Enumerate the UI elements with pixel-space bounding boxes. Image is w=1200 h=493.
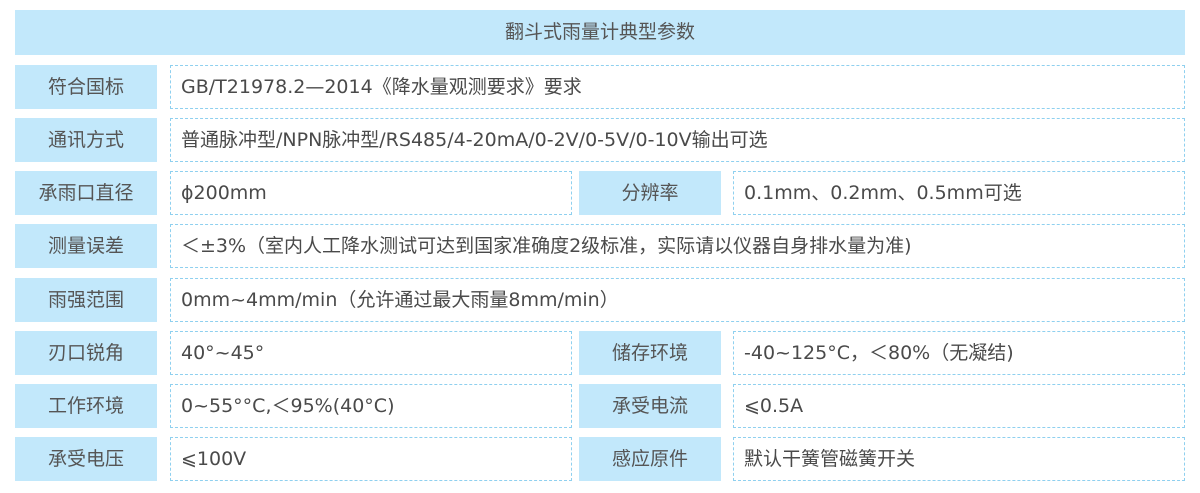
param-label: 雨强范围 — [15, 278, 157, 322]
param-label: 承受电压 — [15, 437, 157, 481]
param-row: 承雨口直径 ϕ200mm 分辨率 0.1mm、0.2mm、0.5mm可选 — [15, 171, 1185, 215]
param-label: 刃口锐角 — [15, 331, 157, 375]
param-label: 储存环境 — [579, 331, 721, 375]
param-label: 感应原件 — [579, 437, 721, 481]
param-value: ⩽100V — [170, 437, 572, 481]
param-value: GB/T21978.2—2014《降水量观测要求》要求 — [170, 65, 1185, 109]
param-row: 工作环境 0~55°°C,＜95%(40°C) 承受电流 ⩽0.5A — [15, 384, 1185, 428]
param-label: 分辨率 — [579, 171, 721, 215]
param-value: ＜±3%（室内人工降水测试可达到国家准确度2级标准，实际请以仪器自身排水量为准) — [170, 224, 1185, 268]
param-row: 符合国标 GB/T21978.2—2014《降水量观测要求》要求 — [15, 65, 1185, 109]
param-label: 测量误差 — [15, 224, 157, 268]
param-value: 0~55°°C,＜95%(40°C) — [170, 384, 572, 428]
param-row: 承受电压 ⩽100V 感应原件 默认干簧管磁簧开关 — [15, 437, 1185, 481]
param-row: 刃口锐角 40°~45° 储存环境 -40~125°C，＜80%（无凝结) — [15, 331, 1185, 375]
param-value: 0mm~4mm/min（允许通过最大雨量8mm/min） — [170, 278, 1185, 322]
param-row: 雨强范围 0mm~4mm/min（允许通过最大雨量8mm/min） — [15, 278, 1185, 322]
param-label: 承雨口直径 — [15, 171, 157, 215]
param-row: 通讯方式 普通脉冲型/NPN脉冲型/RS485/4-20mA/0-2V/0-5V/… — [15, 118, 1185, 162]
param-value: -40~125°C，＜80%（无凝结) — [733, 331, 1185, 375]
param-label: 承受电流 — [579, 384, 721, 428]
param-value: 40°~45° — [170, 331, 572, 375]
param-value: 默认干簧管磁簧开关 — [733, 437, 1185, 481]
table-title: 翻斗式雨量计典型参数 — [15, 10, 1185, 55]
param-label: 符合国标 — [15, 65, 157, 109]
param-row: 测量误差 ＜±3%（室内人工降水测试可达到国家准确度2级标准，实际请以仪器自身排水… — [15, 224, 1185, 268]
param-value: 普通脉冲型/NPN脉冲型/RS485/4-20mA/0-2V/0-5V/0-10… — [170, 118, 1185, 162]
param-value: ⩽0.5A — [733, 384, 1185, 428]
param-value: 0.1mm、0.2mm、0.5mm可选 — [733, 171, 1185, 215]
param-value: ϕ200mm — [170, 171, 572, 215]
param-label: 工作环境 — [15, 384, 157, 428]
param-label: 通讯方式 — [15, 118, 157, 162]
